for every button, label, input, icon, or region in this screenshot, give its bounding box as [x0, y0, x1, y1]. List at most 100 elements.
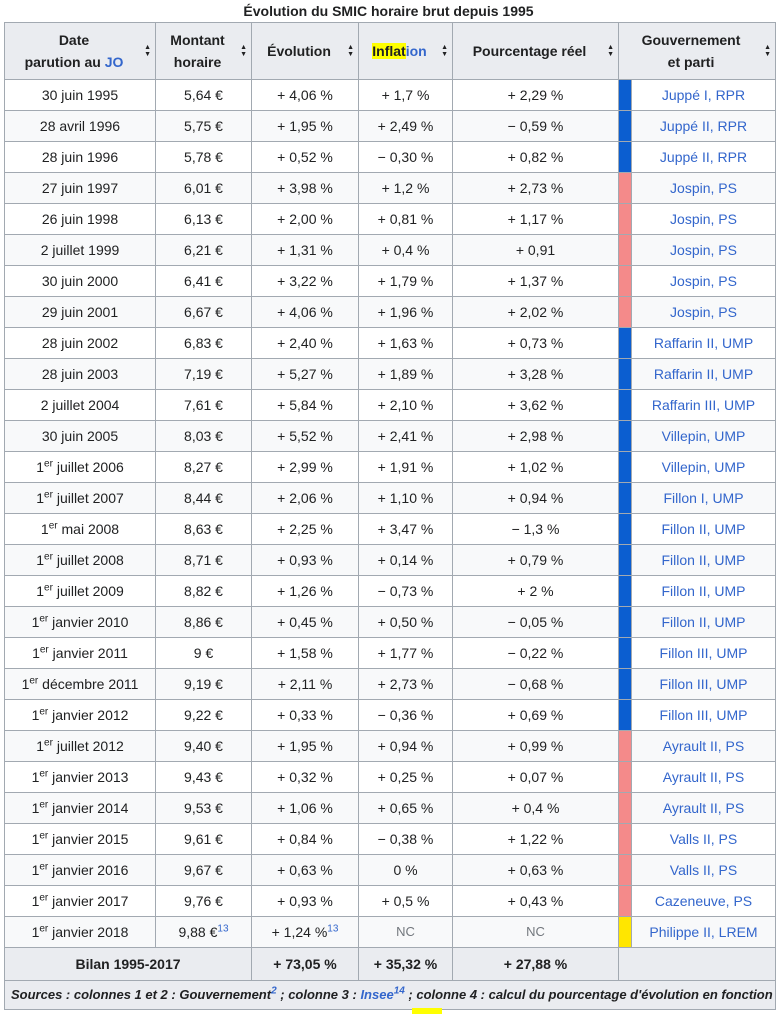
cell-inflation: − 0,36 % [358, 699, 453, 731]
table-caption: Évolution du SMIC horaire brut depuis 19… [243, 3, 534, 19]
cell-date: 1er janvier 2018 [4, 916, 156, 948]
party-color [618, 482, 632, 514]
cell-date: 2 juillet 1999 [4, 234, 156, 266]
sort-icon[interactable]: ▲ ▼ [764, 44, 771, 58]
party-color [618, 668, 632, 700]
gouvernement-link[interactable]: Fillon I, UMP [663, 490, 744, 506]
cell-reel: + 0,99 % [452, 730, 619, 762]
sort-icon[interactable]: ▲ ▼ [144, 44, 151, 58]
cell-evolution: + 4,06 % [251, 79, 359, 111]
party-color [618, 296, 632, 328]
gouvernement-link[interactable]: Juppé II, RPR [659, 149, 748, 165]
column-header-montant[interactable]: Montant horaire ▲ ▼ [155, 22, 252, 80]
cell-date: 1er janvier 2016 [4, 854, 156, 886]
gouvernement-link[interactable]: Jospin, PS [670, 273, 737, 289]
cell-gouvernement[interactable]: Valls II, PS [631, 854, 776, 886]
gouvernement-link[interactable]: Ayrault II, PS [662, 769, 745, 785]
cell-inflation: + 1,7 % [358, 79, 453, 111]
cell-gouvernement[interactable]: Juppé II, RPR [631, 141, 776, 173]
cell-gouvernement[interactable]: Jospin, PS [631, 172, 776, 204]
gouvernement-link[interactable]: Raffarin III, UMP [651, 397, 756, 413]
cell-gouvernement[interactable]: Fillon II, UMP [631, 606, 776, 638]
table-row: 2 juillet 1999 6,21 € + 1,31 % + 0,4 % + 0,9… [4, 234, 776, 266]
cell-gouvernement[interactable]: Cazeneuve, PS [631, 885, 776, 917]
party-color [618, 327, 632, 359]
cell-gouvernement[interactable]: Juppé II, RPR [631, 110, 776, 142]
cell-inflation: + 0,81 % [358, 203, 453, 235]
cell-gouvernement[interactable]: Raffarin II, UMP [631, 327, 776, 359]
cell-montant: 5,75 € [155, 110, 252, 142]
cell-gouvernement[interactable]: Juppé I, RPR [631, 79, 776, 111]
footnote-ref[interactable]: 2 [271, 985, 277, 997]
cell-gouvernement[interactable]: Philippe II, LREM [631, 916, 776, 948]
column-header-gouvernement[interactable]: Gouvernement et parti ▲ ▼ [618, 22, 776, 80]
sort-icon[interactable]: ▲ ▼ [240, 44, 247, 58]
gouvernement-link[interactable]: Philippe II, LREM [649, 924, 758, 940]
cell-inflation: NC [358, 916, 453, 948]
gouvernement-link[interactable]: Jospin, PS [670, 242, 737, 258]
column-header-inflation[interactable]: Inflation ▲ ▼ [358, 22, 453, 80]
gouvernement-link[interactable]: Villepin, UMP [661, 428, 746, 444]
column-header-evolution[interactable]: Évolution ▲ ▼ [251, 22, 359, 80]
cell-gouvernement[interactable]: Valls II, PS [631, 823, 776, 855]
cell-gouvernement[interactable]: Ayrault II, PS [631, 730, 776, 762]
party-color [618, 637, 632, 669]
gouvernement-link[interactable]: Fillon III, UMP [659, 645, 748, 661]
cell-gouvernement[interactable]: Fillon III, UMP [631, 668, 776, 700]
gouvernement-link[interactable]: Fillon II, UMP [661, 552, 746, 568]
gouvernement-link[interactable]: Juppé II, RPR [659, 118, 748, 134]
gouvernement-link[interactable]: Ayrault II, PS [662, 738, 745, 754]
cell-gouvernement[interactable]: Ayrault II, PS [631, 792, 776, 824]
table-row: 28 avril 1996 5,75 € + 1,95 % + 2,49 % − 0,5… [4, 110, 776, 142]
gouvernement-link[interactable]: Ayrault II, PS [662, 800, 745, 816]
cell-reel: + 0,82 % [452, 141, 619, 173]
footnote-ref[interactable]: 14 [393, 985, 405, 997]
cell-gouvernement[interactable]: Jospin, PS [631, 296, 776, 328]
gouvernement-link[interactable]: Jospin, PS [670, 211, 737, 227]
gouvernement-link[interactable]: Fillon III, UMP [659, 707, 748, 723]
inflation-link[interactable]: Inflation [372, 43, 427, 59]
party-color [618, 79, 632, 111]
gouvernement-link[interactable]: Raffarin II, UMP [653, 335, 754, 351]
cell-gouvernement[interactable]: Villepin, UMP [631, 420, 776, 452]
gouvernement-link[interactable]: Valls II, PS [669, 831, 738, 847]
gouvernement-link[interactable]: Villepin, UMP [661, 459, 746, 475]
cell-gouvernement[interactable]: Fillon II, UMP [631, 544, 776, 576]
insee-link[interactable]: Insee [360, 987, 394, 1002]
gouvernement-link[interactable]: Fillon II, UMP [661, 583, 746, 599]
column-header-date[interactable]: Date parution au JO ▲ ▼ [4, 22, 156, 80]
cell-gouvernement[interactable]: Jospin, PS [631, 203, 776, 235]
gouvernement-link[interactable]: Raffarin II, UMP [653, 366, 754, 382]
footnote-ref[interactable]: 13 [217, 923, 229, 935]
cell-date: 1er janvier 2012 [4, 699, 156, 731]
cell-gouvernement[interactable]: Fillon I, UMP [631, 482, 776, 514]
cell-gouvernement[interactable]: Jospin, PS [631, 265, 776, 297]
cell-gouvernement[interactable]: Fillon II, UMP [631, 513, 776, 545]
cell-gouvernement[interactable]: Fillon III, UMP [631, 699, 776, 731]
gouvernement-link[interactable]: Fillon III, UMP [659, 676, 748, 692]
cell-gouvernement[interactable]: Ayrault II, PS [631, 761, 776, 793]
cell-gouvernement[interactable]: Jospin, PS [631, 234, 776, 266]
cell-inflation: + 2,41 % [358, 420, 453, 452]
gouvernement-link[interactable]: Jospin, PS [670, 180, 737, 196]
sort-icon[interactable]: ▲ ▼ [347, 44, 354, 58]
cell-date: 28 avril 1996 [4, 110, 156, 142]
cell-gouvernement[interactable]: Raffarin III, UMP [631, 389, 776, 421]
cell-gouvernement[interactable]: Fillon III, UMP [631, 637, 776, 669]
cell-gouvernement[interactable]: Villepin, UMP [631, 451, 776, 483]
jo-link[interactable]: JO [104, 54, 124, 70]
gouvernement-link[interactable]: Fillon II, UMP [661, 521, 746, 537]
sort-icon[interactable]: ▲ ▼ [607, 44, 614, 58]
gouvernement-link[interactable]: Valls II, PS [669, 862, 738, 878]
gouvernement-link[interactable]: Jospin, PS [670, 304, 737, 320]
cell-montant: 9,67 € [155, 854, 252, 886]
gouvernement-link[interactable]: Juppé I, RPR [661, 87, 746, 103]
gouvernement-link[interactable]: Cazeneuve, PS [654, 893, 753, 909]
party-color [618, 730, 632, 762]
sort-icon[interactable]: ▲ ▼ [441, 44, 448, 58]
cell-gouvernement[interactable]: Raffarin II, UMP [631, 358, 776, 390]
column-header-reel[interactable]: Pourcentage réel ▲ ▼ [452, 22, 619, 80]
footnote-ref[interactable]: 13 [327, 923, 339, 935]
cell-gouvernement[interactable]: Fillon II, UMP [631, 575, 776, 607]
gouvernement-link[interactable]: Fillon II, UMP [661, 614, 746, 630]
